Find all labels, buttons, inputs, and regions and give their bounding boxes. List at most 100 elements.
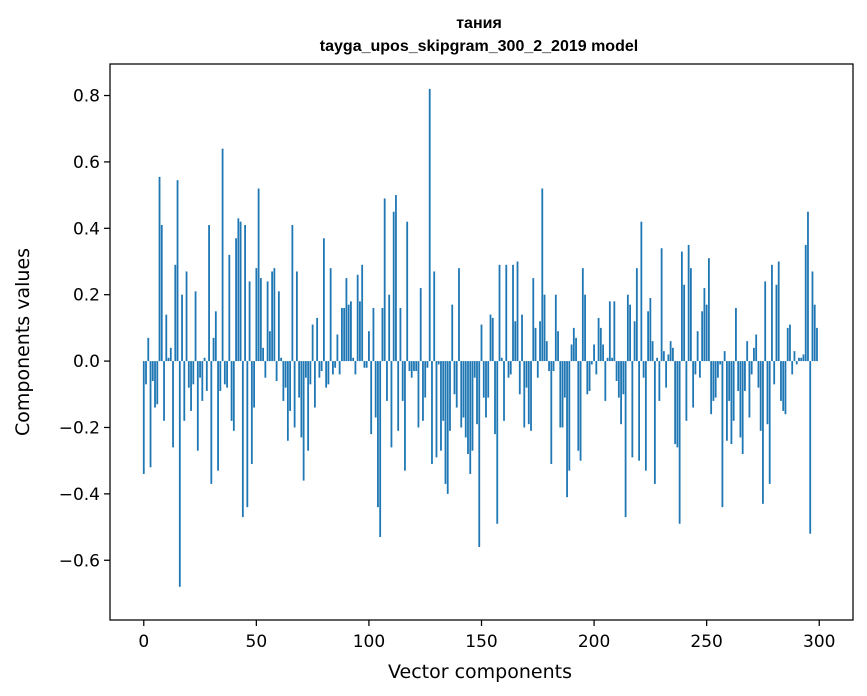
x-tick-label: 50 bbox=[246, 632, 268, 652]
bar bbox=[381, 307, 384, 362]
bar bbox=[714, 361, 717, 398]
bar bbox=[541, 188, 544, 362]
chart-title: тания bbox=[456, 15, 502, 32]
bar bbox=[478, 361, 481, 547]
bar bbox=[813, 304, 816, 362]
bar bbox=[248, 281, 251, 362]
bar bbox=[289, 361, 292, 411]
y-tick-label: 0.8 bbox=[73, 87, 100, 107]
bar bbox=[410, 361, 413, 378]
bar bbox=[467, 361, 469, 455]
bar bbox=[739, 361, 742, 438]
bar bbox=[750, 361, 753, 375]
bar bbox=[728, 361, 731, 401]
bar bbox=[680, 251, 683, 362]
bar bbox=[460, 361, 463, 428]
bar bbox=[341, 307, 343, 362]
bar bbox=[507, 361, 510, 378]
bar bbox=[374, 361, 377, 418]
bar bbox=[235, 238, 237, 362]
bar bbox=[437, 361, 440, 365]
bar bbox=[372, 307, 375, 362]
bar bbox=[190, 361, 192, 411]
bar bbox=[259, 278, 262, 362]
y-tick-label: 0.4 bbox=[73, 219, 100, 239]
bar bbox=[782, 361, 785, 411]
bar bbox=[496, 361, 499, 524]
bar bbox=[780, 361, 782, 401]
bar bbox=[775, 284, 778, 362]
bar bbox=[165, 314, 168, 362]
bar bbox=[320, 361, 323, 372]
bar bbox=[753, 347, 755, 362]
bar bbox=[352, 357, 355, 362]
bar bbox=[635, 268, 638, 362]
bar bbox=[280, 357, 283, 362]
bar bbox=[354, 361, 357, 375]
bar bbox=[408, 361, 411, 372]
bar bbox=[633, 321, 636, 362]
bar bbox=[336, 334, 339, 362]
bar bbox=[694, 361, 697, 375]
bar bbox=[735, 307, 737, 362]
bar bbox=[665, 361, 668, 388]
bar bbox=[649, 298, 652, 362]
bar bbox=[404, 361, 406, 471]
bar bbox=[622, 361, 625, 395]
bar bbox=[798, 357, 800, 362]
bar bbox=[377, 361, 379, 508]
x-tick-label: 300 bbox=[803, 632, 835, 652]
bar bbox=[158, 176, 161, 362]
bar bbox=[640, 221, 643, 362]
bar bbox=[415, 361, 418, 372]
chart-subtitle: tayga_upos_skipgram_300_2_2019 model bbox=[320, 38, 638, 55]
bar bbox=[784, 361, 787, 415]
bar bbox=[561, 361, 564, 428]
bar bbox=[599, 327, 602, 362]
bar bbox=[187, 361, 190, 388]
bar bbox=[613, 301, 616, 362]
bar bbox=[273, 268, 276, 362]
bar bbox=[268, 331, 271, 362]
bar bbox=[431, 361, 433, 464]
bar bbox=[532, 278, 535, 362]
bar bbox=[723, 351, 726, 362]
bar bbox=[309, 361, 312, 385]
bar bbox=[717, 361, 719, 378]
bar bbox=[737, 361, 740, 391]
bar bbox=[595, 361, 598, 375]
bar bbox=[424, 361, 427, 398]
bar bbox=[345, 278, 348, 362]
bar bbox=[228, 254, 231, 362]
bar bbox=[395, 195, 397, 362]
bar bbox=[181, 294, 183, 362]
bar bbox=[671, 347, 674, 362]
bar bbox=[142, 361, 145, 474]
bar bbox=[147, 337, 150, 362]
bar bbox=[566, 361, 568, 498]
bar bbox=[392, 211, 395, 362]
bar bbox=[584, 294, 586, 362]
bar bbox=[811, 271, 814, 362]
bar bbox=[343, 307, 346, 362]
bar bbox=[480, 324, 483, 362]
x-tick-label: 250 bbox=[690, 632, 722, 652]
bar bbox=[433, 271, 436, 362]
bar bbox=[523, 361, 526, 428]
bar bbox=[476, 361, 478, 425]
bar bbox=[530, 361, 532, 431]
bar bbox=[543, 294, 546, 362]
bar bbox=[266, 281, 269, 362]
bar bbox=[730, 361, 733, 445]
bar bbox=[397, 361, 400, 431]
y-tick-label: 0.2 bbox=[73, 286, 100, 306]
bar bbox=[388, 294, 391, 362]
bar bbox=[597, 317, 600, 362]
x-tick-label: 150 bbox=[465, 632, 497, 652]
bar bbox=[359, 301, 361, 362]
bar bbox=[196, 361, 199, 451]
bar bbox=[464, 361, 467, 438]
y-axis-label: Components values bbox=[12, 248, 34, 436]
bar bbox=[658, 361, 661, 401]
bar bbox=[757, 361, 760, 388]
